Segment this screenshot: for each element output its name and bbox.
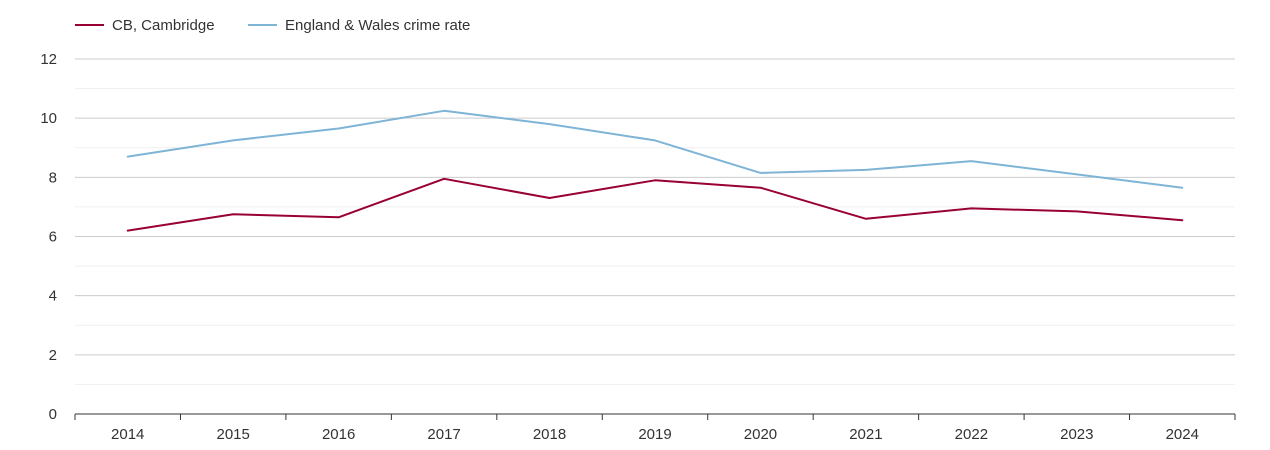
legend-label-england-wales: England & Wales crime rate [285, 17, 470, 34]
legend-item-england-wales[interactable]: England & Wales crime rate [248, 17, 470, 34]
y-tick-label: 8 [49, 169, 57, 186]
x-tick-label: 2016 [322, 426, 355, 443]
series-line-england-wales[interactable] [126, 109, 1184, 189]
axes: 0 2 4 6 8 10 12 2014 2015 2016 2017 2018 2019 2020 202… [40, 51, 1236, 443]
x-tick-label: 2015 [216, 426, 249, 443]
y-tick-label: 4 [49, 288, 57, 305]
x-tick-label: 2022 [955, 426, 988, 443]
x-tick-label: 2017 [427, 426, 460, 443]
x-tick-label: 2018 [533, 426, 566, 443]
y-tick-label: 10 [40, 110, 57, 127]
legend-label-cambridge: CB, Cambridge [112, 17, 215, 34]
x-tick-label: 2014 [111, 426, 144, 443]
x-tick-label: 2024 [1166, 426, 1199, 443]
legend: CB, Cambridge England & Wales crime rate [75, 17, 470, 34]
x-tick-label: 2023 [1060, 426, 1093, 443]
x-tick-label: 2019 [638, 426, 671, 443]
x-tick-label: 2020 [744, 426, 777, 443]
x-tick-label: 2021 [849, 426, 882, 443]
y-tick-label: 0 [49, 406, 57, 423]
series-lines [126, 109, 1184, 232]
y-tick-label: 6 [49, 229, 57, 246]
y-tick-label: 12 [40, 51, 57, 68]
legend-item-cambridge[interactable]: CB, Cambridge [75, 17, 215, 34]
y-tick-label: 2 [49, 347, 57, 364]
grid-lines [75, 58, 1235, 385]
series-line-cambridge[interactable] [126, 177, 1184, 232]
